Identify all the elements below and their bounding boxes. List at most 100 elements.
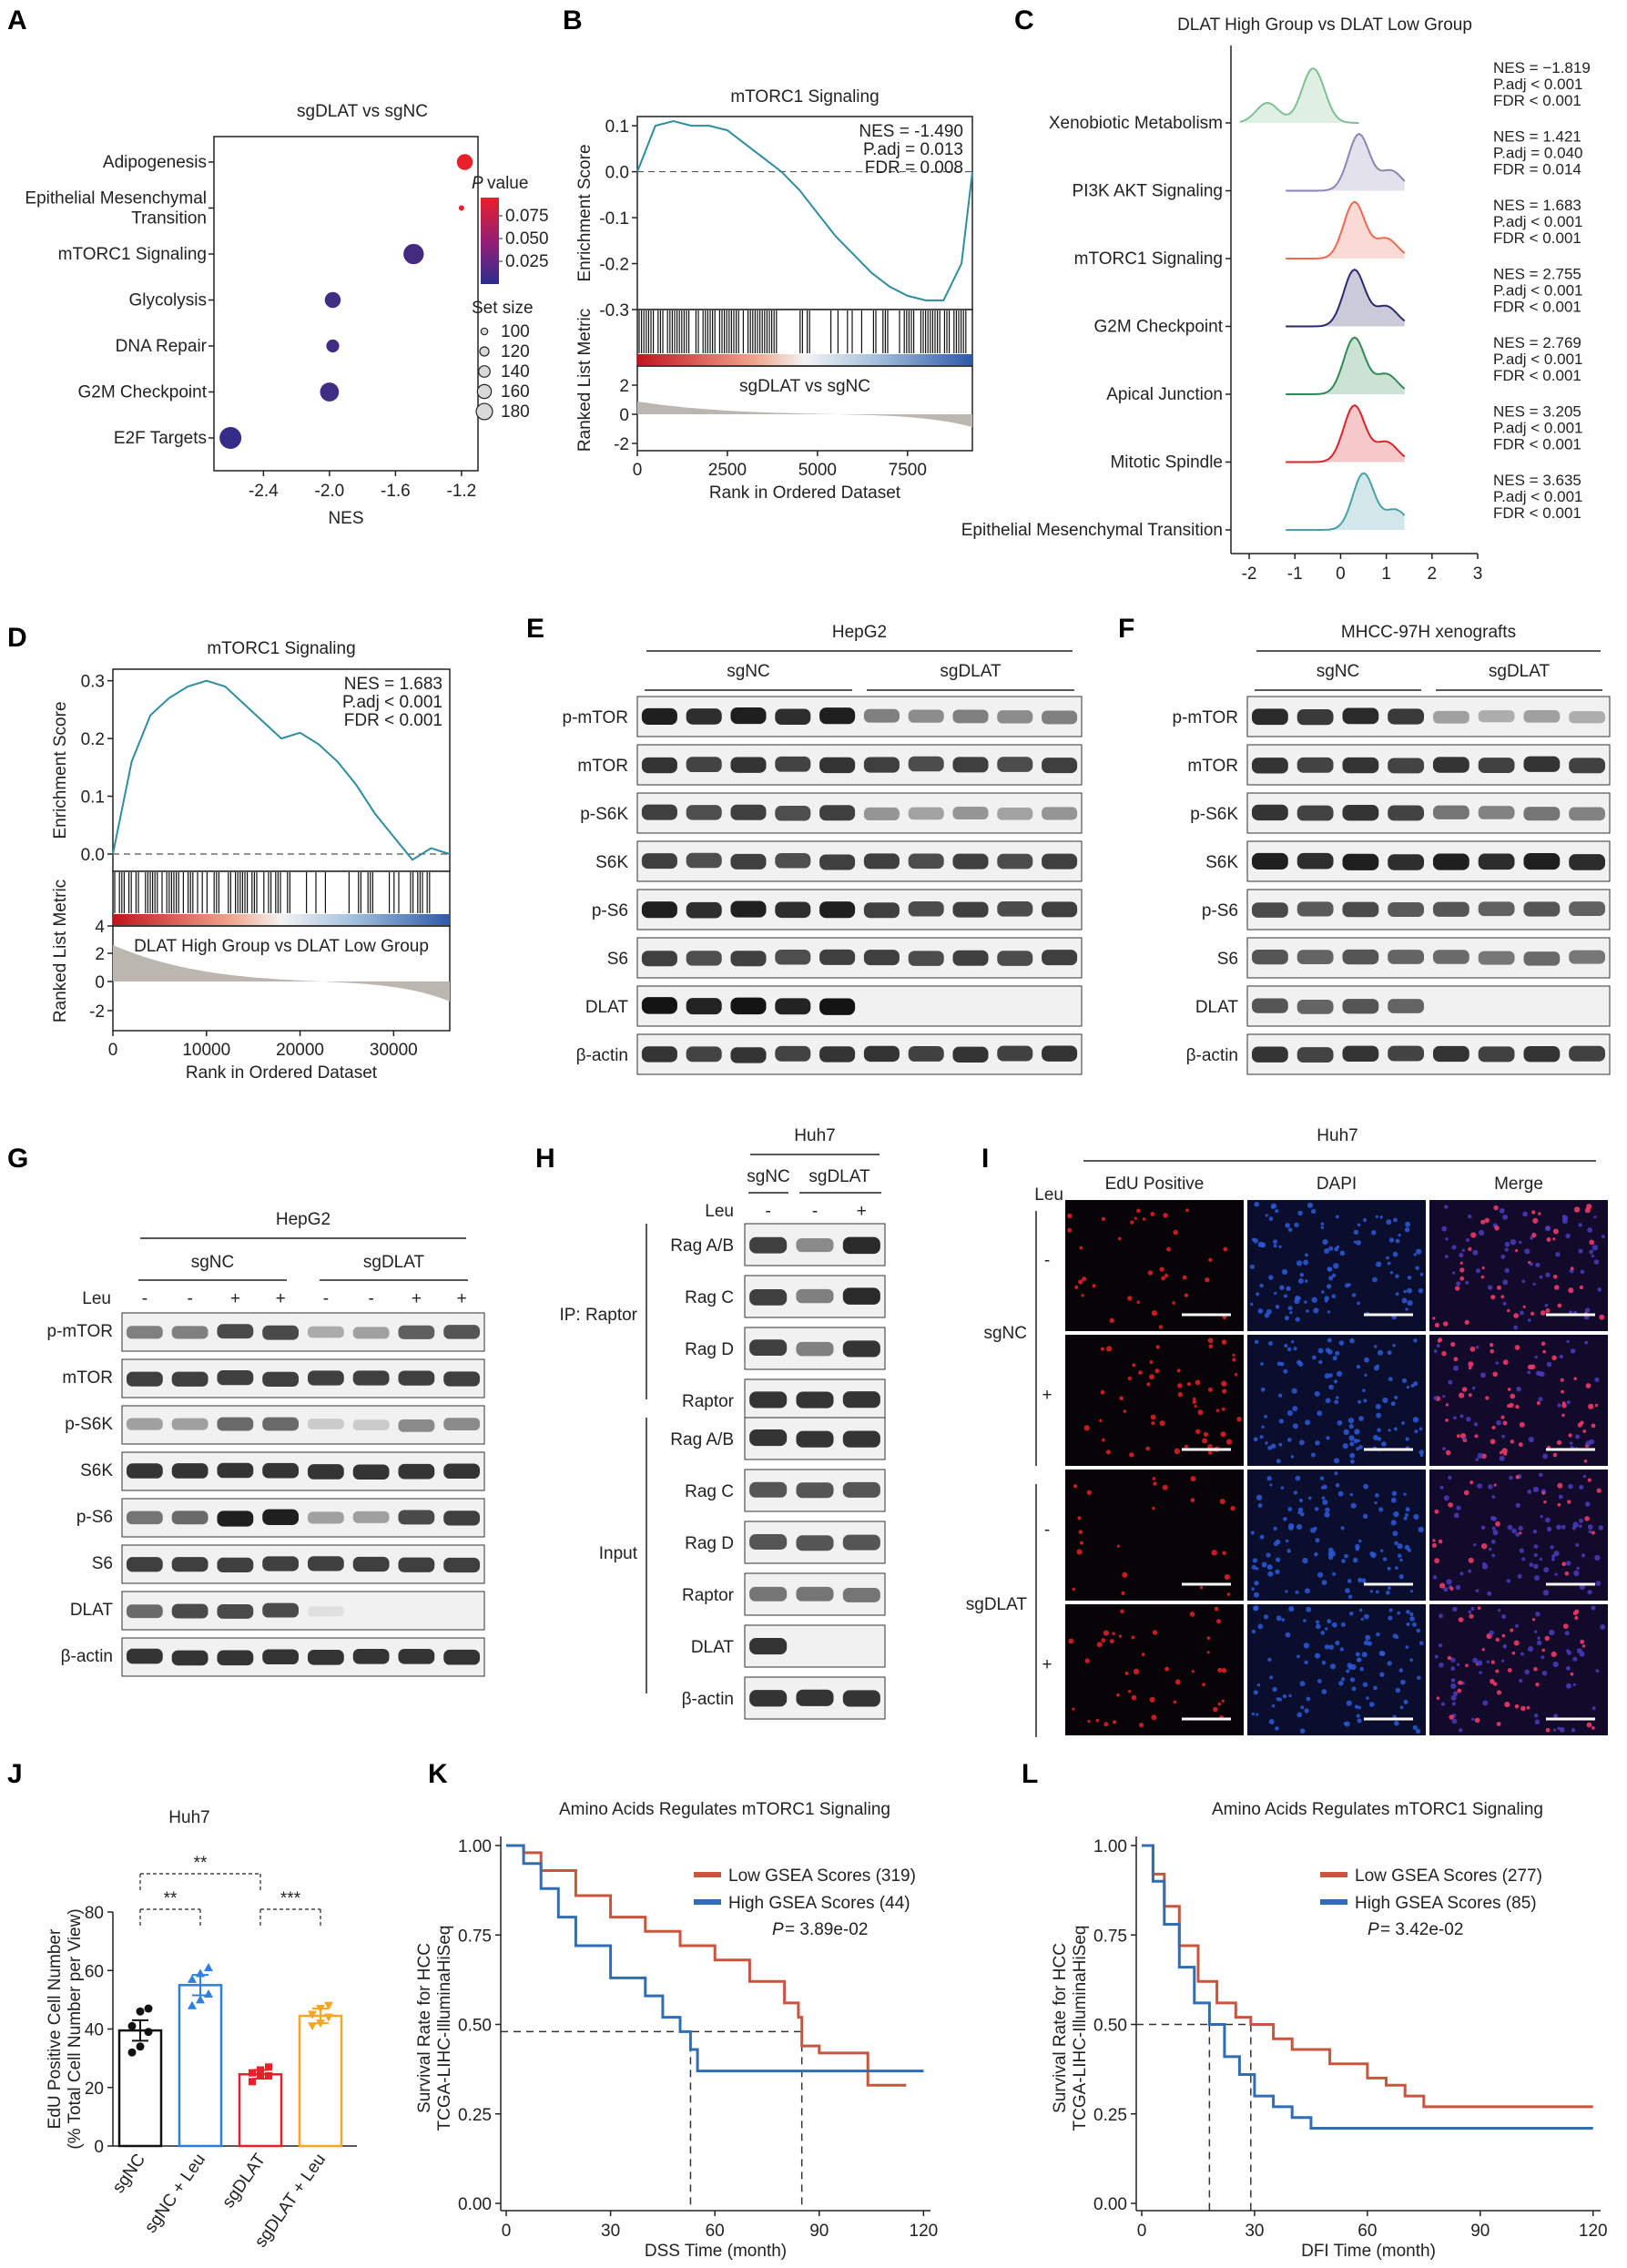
protein-label: p-S6K bbox=[580, 805, 628, 824]
nucleus bbox=[1398, 1668, 1404, 1673]
nucleus bbox=[1472, 1249, 1479, 1256]
nucleus bbox=[1109, 1317, 1114, 1324]
nucleus bbox=[1256, 1683, 1261, 1687]
blot-band bbox=[1523, 756, 1561, 772]
y-tick-label: -2 bbox=[614, 435, 629, 454]
nucleus bbox=[1371, 1230, 1377, 1236]
nucleus bbox=[1511, 1528, 1517, 1534]
nucleus bbox=[1515, 1248, 1519, 1253]
nucleus bbox=[1300, 1705, 1305, 1710]
blot-band bbox=[1342, 757, 1379, 774]
data-point bbox=[144, 2004, 153, 2013]
nucleus bbox=[1417, 1675, 1421, 1681]
nucleus bbox=[1152, 1630, 1158, 1635]
group-label: sgDLAT bbox=[1489, 662, 1551, 681]
rank-color-strip bbox=[637, 354, 972, 365]
blot-band bbox=[352, 1327, 390, 1339]
nucleus bbox=[1349, 1492, 1354, 1497]
protein-label: p-S6K bbox=[65, 1415, 113, 1434]
nucleus bbox=[1095, 1718, 1100, 1723]
blot-band bbox=[749, 1481, 788, 1498]
x-tick-label: 90 bbox=[1470, 2222, 1490, 2241]
nucleus bbox=[1490, 1660, 1496, 1664]
nucleus bbox=[1568, 1433, 1572, 1438]
nucleus bbox=[1378, 1651, 1385, 1656]
colorbar-tick-label: 0.075 bbox=[505, 207, 549, 226]
blot-band bbox=[307, 1606, 344, 1617]
nucleus bbox=[1442, 1447, 1446, 1450]
nucleus bbox=[1490, 1295, 1496, 1300]
protein-label: mTOR bbox=[577, 757, 628, 776]
nucleus bbox=[1366, 1696, 1369, 1700]
protein-label: Rag C bbox=[685, 1288, 734, 1307]
nucleus bbox=[1492, 1371, 1498, 1378]
group-label: sgDLAT bbox=[363, 1253, 425, 1272]
nucleus bbox=[1498, 1609, 1501, 1612]
nucleus bbox=[1388, 1615, 1393, 1621]
nucleus bbox=[1099, 1419, 1103, 1423]
nucleus bbox=[1379, 1672, 1385, 1677]
column-label: Merge bbox=[1494, 1175, 1543, 1194]
category-label: Adipogenesis bbox=[103, 153, 207, 172]
nucleus bbox=[1532, 1282, 1536, 1287]
nucleus bbox=[1386, 1256, 1389, 1260]
nucleus bbox=[1121, 1591, 1125, 1595]
nucleus bbox=[1551, 1355, 1557, 1361]
nucleus bbox=[1270, 1443, 1276, 1449]
nucleus bbox=[1310, 1452, 1316, 1458]
nucleus bbox=[1450, 1666, 1456, 1671]
data-point bbox=[249, 2069, 256, 2077]
protein-label: Raptor bbox=[682, 1392, 735, 1411]
blot-band bbox=[1432, 950, 1469, 964]
nucleus bbox=[1149, 1360, 1154, 1364]
nucleus bbox=[1527, 1318, 1531, 1322]
nucleus bbox=[1459, 1276, 1465, 1281]
y-tick-label: 20 bbox=[85, 2080, 104, 2099]
nucleus bbox=[1556, 1439, 1562, 1446]
nucleus bbox=[1514, 1345, 1520, 1350]
nucleus bbox=[1269, 1675, 1274, 1680]
nucleus bbox=[1358, 1445, 1363, 1449]
nucleus bbox=[1458, 1617, 1464, 1622]
stat-text: NES = 1.421 bbox=[1493, 128, 1581, 146]
y-tick-label: 0.25 bbox=[1093, 2106, 1127, 2125]
blot-band bbox=[952, 853, 989, 870]
nucleus bbox=[1379, 1215, 1383, 1219]
nucleus bbox=[1413, 1253, 1418, 1256]
nucleus bbox=[1591, 1605, 1596, 1611]
y-tick-label: 0.25 bbox=[458, 2106, 492, 2125]
blot-band bbox=[352, 1510, 390, 1523]
blot-band bbox=[1342, 901, 1379, 918]
nucleus bbox=[1232, 1358, 1236, 1362]
blot-band bbox=[863, 1045, 900, 1063]
nucleus bbox=[1501, 1448, 1508, 1454]
nucleus bbox=[1298, 1439, 1305, 1446]
chart-title: mTORC1 Signaling bbox=[207, 639, 355, 658]
nucleus bbox=[1468, 1393, 1472, 1398]
nucleus bbox=[1503, 1452, 1507, 1456]
nucleus bbox=[1100, 1347, 1104, 1351]
data-point bbox=[204, 1963, 213, 1972]
nucleus bbox=[1257, 1241, 1264, 1247]
nucleus bbox=[1096, 1642, 1103, 1648]
nucleus bbox=[1288, 1693, 1292, 1698]
nucleus bbox=[1352, 1557, 1358, 1563]
nucleus bbox=[1533, 1563, 1539, 1570]
blot-band bbox=[1342, 1045, 1379, 1063]
nucleus bbox=[1349, 1677, 1356, 1683]
nucleus bbox=[1120, 1609, 1124, 1614]
nucleus bbox=[1321, 1689, 1327, 1694]
nucleus bbox=[1504, 1241, 1510, 1247]
category-label: Apical Junction bbox=[1106, 385, 1223, 404]
leu-sign: - bbox=[368, 1289, 373, 1308]
nucleus bbox=[1450, 1694, 1457, 1701]
nucleus bbox=[1406, 1385, 1410, 1389]
blot-band bbox=[1432, 1045, 1469, 1063]
blot-band bbox=[686, 852, 722, 869]
density-fill bbox=[1286, 405, 1405, 463]
panel-letter: G bbox=[7, 1144, 28, 1174]
blot-band bbox=[1478, 1046, 1515, 1063]
group-label: sgNC bbox=[191, 1253, 235, 1272]
nucleus bbox=[1314, 1390, 1320, 1397]
nucleus bbox=[1324, 1296, 1329, 1301]
